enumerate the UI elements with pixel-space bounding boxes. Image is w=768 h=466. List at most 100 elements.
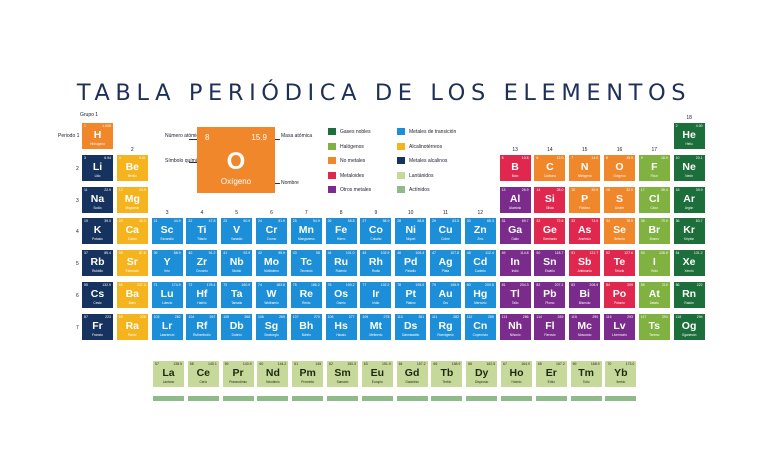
atomic-mass: 208.9 bbox=[589, 283, 599, 287]
element-name: Fósforo bbox=[579, 205, 591, 210]
element-symbol: O bbox=[615, 160, 624, 173]
group-number: 2 bbox=[130, 146, 134, 153]
group-number: 15 bbox=[581, 146, 588, 153]
atomic-number: 7 bbox=[571, 155, 574, 160]
element-symbol: Pb bbox=[543, 288, 557, 300]
atomic-number: 77 bbox=[362, 283, 367, 287]
element-symbol: Mn bbox=[298, 224, 314, 237]
atomic-mass: 268 bbox=[244, 314, 251, 319]
element-symbol: Ga bbox=[508, 224, 523, 237]
atomic-mass: 14.0 bbox=[591, 155, 599, 160]
atomic-number: 51 bbox=[571, 251, 576, 256]
atomic-number: 113 bbox=[501, 314, 508, 319]
element-he: 2 4.00 He Helio bbox=[673, 123, 705, 149]
legend-item: Lantánidos bbox=[397, 171, 434, 179]
element-symbol: Dy bbox=[474, 367, 489, 379]
element-pd: 46 106.4 Pd Paladio bbox=[395, 250, 427, 277]
atomic-number: 37 bbox=[84, 251, 88, 256]
key-atomic-mass: 15.9 bbox=[251, 133, 267, 142]
atomic-mass: 30.9 bbox=[591, 187, 599, 192]
element-symbol: Ni bbox=[405, 224, 416, 237]
element-name: Telurio bbox=[614, 269, 625, 274]
atomic-number: 18 bbox=[675, 187, 680, 192]
atomic-number: 26 bbox=[327, 219, 332, 224]
element-rh: 45 102.9 Rh Rodio bbox=[360, 250, 392, 277]
element-zn: 30 65.3 Zn Zinc bbox=[464, 218, 496, 245]
element-name: Lantano bbox=[162, 380, 175, 384]
atomic-mass: 1.008 bbox=[102, 124, 111, 128]
group-number: 11 bbox=[442, 210, 449, 217]
actinide-cell bbox=[153, 396, 184, 401]
element-pb: 82 207.2 Pb Plomo bbox=[534, 282, 566, 308]
element-name: Flerovio bbox=[544, 332, 556, 337]
atomic-number: 103 bbox=[153, 314, 160, 319]
atomic-number: 29 bbox=[432, 219, 436, 224]
element-name: Boro bbox=[511, 173, 519, 178]
element-hs: 108 277 Hs Hassio bbox=[325, 313, 357, 340]
element-name: Paladio bbox=[405, 269, 416, 274]
atomic-number: 22 bbox=[188, 219, 193, 224]
element-symbol: Sm bbox=[334, 367, 351, 379]
atomic-number: 118 bbox=[675, 314, 682, 319]
legend-item: No metales bbox=[328, 157, 365, 164]
element-symbol: Og bbox=[681, 319, 697, 332]
atomic-mass: 158.9 bbox=[451, 362, 461, 366]
element-hg: 80 200.5 Hg Mercurio bbox=[464, 282, 496, 308]
element-s: 16 32.0 S Azufre bbox=[604, 186, 635, 213]
atomic-mass: 87.6 bbox=[138, 251, 146, 256]
element-symbol: Hs bbox=[334, 319, 348, 332]
element-symbol: Os bbox=[334, 288, 349, 300]
element-symbol: Na bbox=[90, 192, 105, 205]
element-mn: 25 54.9 Mn Manganeso bbox=[290, 218, 322, 245]
element-ni: 28 58.6 Ni Níquel bbox=[395, 218, 427, 245]
atomic-mass: 277 bbox=[348, 314, 355, 319]
element-name: Tulio bbox=[582, 380, 590, 384]
atomic-mass: 278 bbox=[383, 314, 390, 319]
element-symbol: Te bbox=[613, 256, 626, 269]
element-symbol: Ru bbox=[334, 256, 349, 269]
element-name: Plomo bbox=[545, 301, 555, 305]
legend-label: Metales alcalinos bbox=[409, 157, 448, 164]
element-ga: 31 69.7 Ga Galio bbox=[499, 218, 531, 245]
atomic-mass: 18.9 bbox=[660, 155, 668, 160]
element-tl: 81 204.3 Tl Talio bbox=[499, 282, 531, 308]
element-symbol: Cd bbox=[473, 256, 488, 269]
atomic-mass: 20.1 bbox=[695, 155, 703, 160]
element-name: Litio bbox=[94, 173, 101, 178]
atomic-number: 42 bbox=[258, 251, 262, 256]
element-name: Yodo bbox=[650, 269, 658, 274]
element-name: Molibdeno bbox=[264, 269, 279, 274]
atomic-mass: 180.9 bbox=[241, 283, 251, 287]
atomic-number: 46 bbox=[397, 251, 402, 256]
element-name: Cadmio bbox=[474, 269, 486, 274]
legend-label: Actínidos bbox=[409, 186, 430, 193]
element-name: Germanio bbox=[542, 237, 557, 242]
element-name: Cobre bbox=[441, 237, 450, 242]
masa-atomica-label: Masa atómica bbox=[281, 133, 313, 139]
actinide-cell bbox=[187, 396, 219, 401]
page-title: TABLA PERIÓDICA DE LOS ELEMENTOS bbox=[76, 80, 692, 106]
element-gd: 64 157.2 Gd Gadolinio bbox=[396, 361, 428, 387]
element-name: Niobio bbox=[232, 269, 242, 274]
element-symbol: Lu bbox=[160, 288, 174, 300]
element-kr: 36 83.7 Kr Kriptón bbox=[673, 218, 705, 245]
atomic-mass: 132.9 bbox=[102, 283, 111, 287]
atomic-number: 47 bbox=[432, 251, 436, 256]
period-number: 3 bbox=[76, 197, 79, 204]
atomic-number: 68 bbox=[537, 362, 542, 366]
atomic-mass: 121.7 bbox=[589, 251, 599, 256]
element-symbol: Tc bbox=[300, 256, 313, 269]
element-name: Calcio bbox=[127, 237, 137, 242]
element-symbol: Pm bbox=[299, 367, 316, 379]
element-mt: 109 278 Mt Meitnerio bbox=[360, 313, 392, 340]
atomic-number: 13 bbox=[501, 187, 506, 192]
atomic-mass: 101.0 bbox=[345, 251, 355, 256]
atomic-number: 30 bbox=[466, 219, 471, 224]
element-br: 35 79.9 Br Bromo bbox=[638, 218, 670, 245]
atomic-mass: 174.9 bbox=[171, 283, 181, 287]
element-symbol: Sc bbox=[160, 224, 174, 237]
atomic-mass: 54.9 bbox=[312, 219, 320, 224]
element-name: Rodio bbox=[371, 269, 381, 274]
element-symbol: Eu bbox=[370, 367, 384, 379]
legend-label: Lantánidos bbox=[409, 172, 434, 179]
